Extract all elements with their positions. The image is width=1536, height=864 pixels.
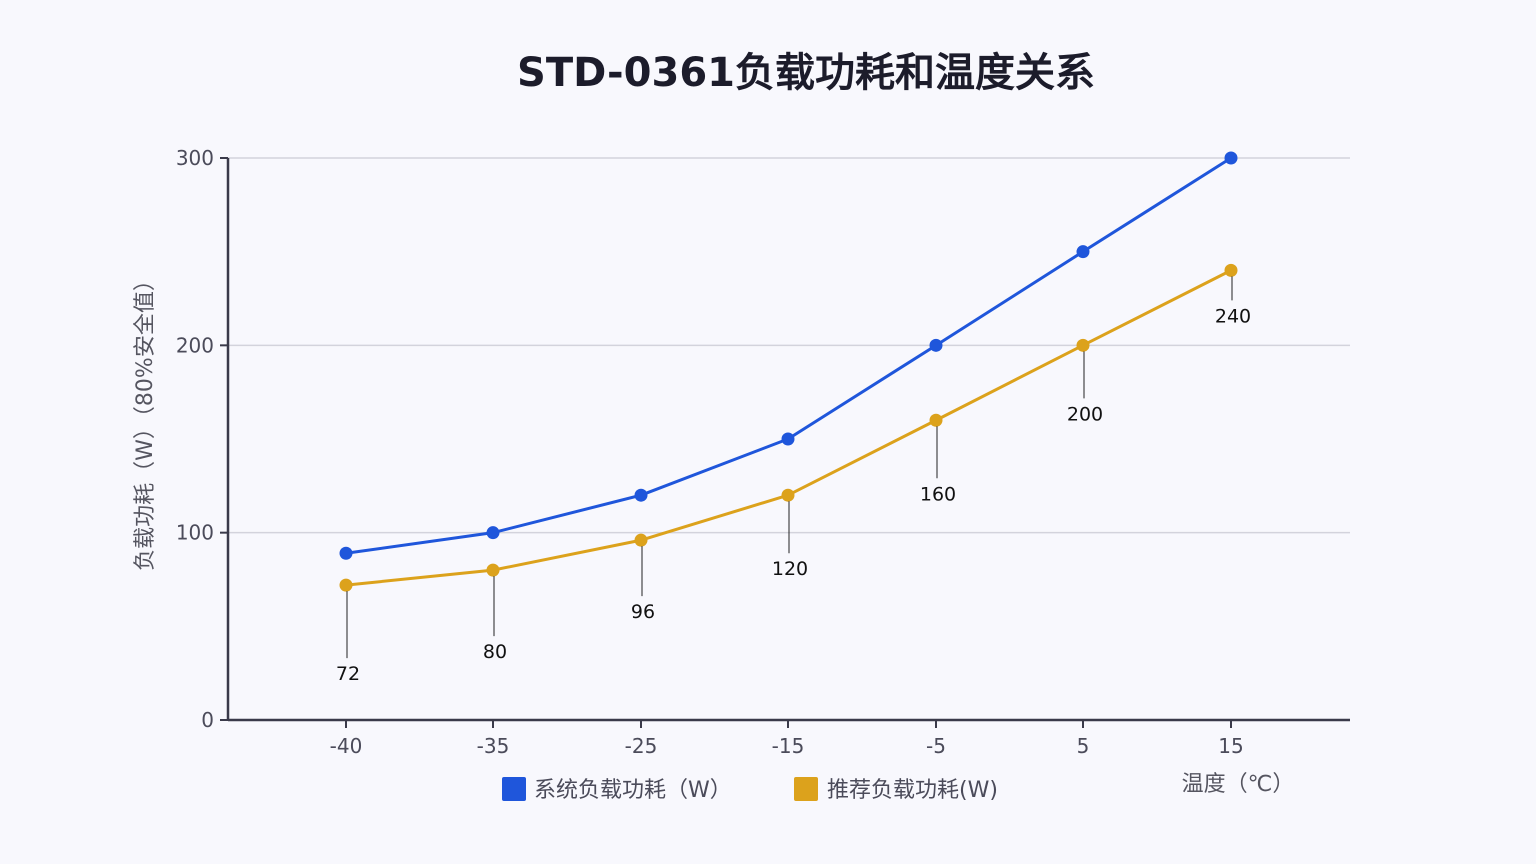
data-point — [339, 546, 353, 560]
data-point — [929, 413, 943, 427]
grid — [228, 157, 1350, 534]
data-label: 240 — [1215, 305, 1251, 327]
x-tick-label: -40 — [330, 734, 363, 758]
series-1 — [339, 263, 1238, 592]
legend-swatch-recommended — [794, 777, 818, 801]
y-tick-label: 0 — [201, 708, 214, 732]
y-tick-label: 300 — [176, 146, 214, 170]
data-point — [781, 488, 795, 502]
data-point — [339, 578, 353, 592]
x-tick-label: 15 — [1218, 734, 1243, 758]
legend-label-recommended: 推荐负载功耗(W) — [827, 778, 998, 803]
data-point — [1076, 245, 1090, 259]
x-axis-title: 温度（℃） — [1182, 772, 1295, 797]
y-tick-label: 200 — [176, 333, 214, 357]
data-point — [486, 526, 500, 540]
data-point — [1224, 151, 1238, 165]
data-label: 200 — [1067, 403, 1103, 425]
chart-title: STD-0361负载功耗和温度关系 — [517, 50, 1095, 96]
series-0 — [339, 151, 1238, 560]
x-tick-label: 5 — [1077, 734, 1090, 758]
data-label: 96 — [631, 601, 655, 623]
legend-swatch-system — [502, 777, 526, 801]
data-label: 72 — [336, 663, 360, 685]
x-tick-label: -5 — [926, 734, 946, 758]
x-ticks: -40 -35 -25 -15 -5 5 15 — [330, 720, 1244, 758]
data-point — [1076, 338, 1090, 352]
data-labels: 72 80 96 120 160 200 240 — [336, 276, 1251, 685]
data-point — [929, 338, 943, 352]
data-label: 80 — [483, 641, 507, 663]
x-tick-label: -25 — [625, 734, 658, 758]
data-point — [634, 488, 648, 502]
series-layer — [339, 151, 1238, 592]
legend-label-system: 系统负载功耗（W） — [534, 778, 732, 803]
y-axis-title: 负载功耗（W）（80%安全值） — [133, 269, 158, 571]
data-label: 160 — [920, 483, 956, 505]
data-label: 120 — [772, 558, 808, 580]
data-point — [634, 533, 648, 547]
data-point — [486, 563, 500, 577]
y-ticks: 0 100 200 300 — [176, 146, 228, 732]
x-tick-label: -15 — [772, 734, 805, 758]
data-point — [781, 432, 795, 446]
x-tick-label: -35 — [477, 734, 510, 758]
legend: 系统负载功耗（W） 推荐负载功耗(W) — [502, 777, 998, 803]
data-point — [1224, 263, 1238, 277]
y-tick-label: 100 — [176, 521, 214, 545]
